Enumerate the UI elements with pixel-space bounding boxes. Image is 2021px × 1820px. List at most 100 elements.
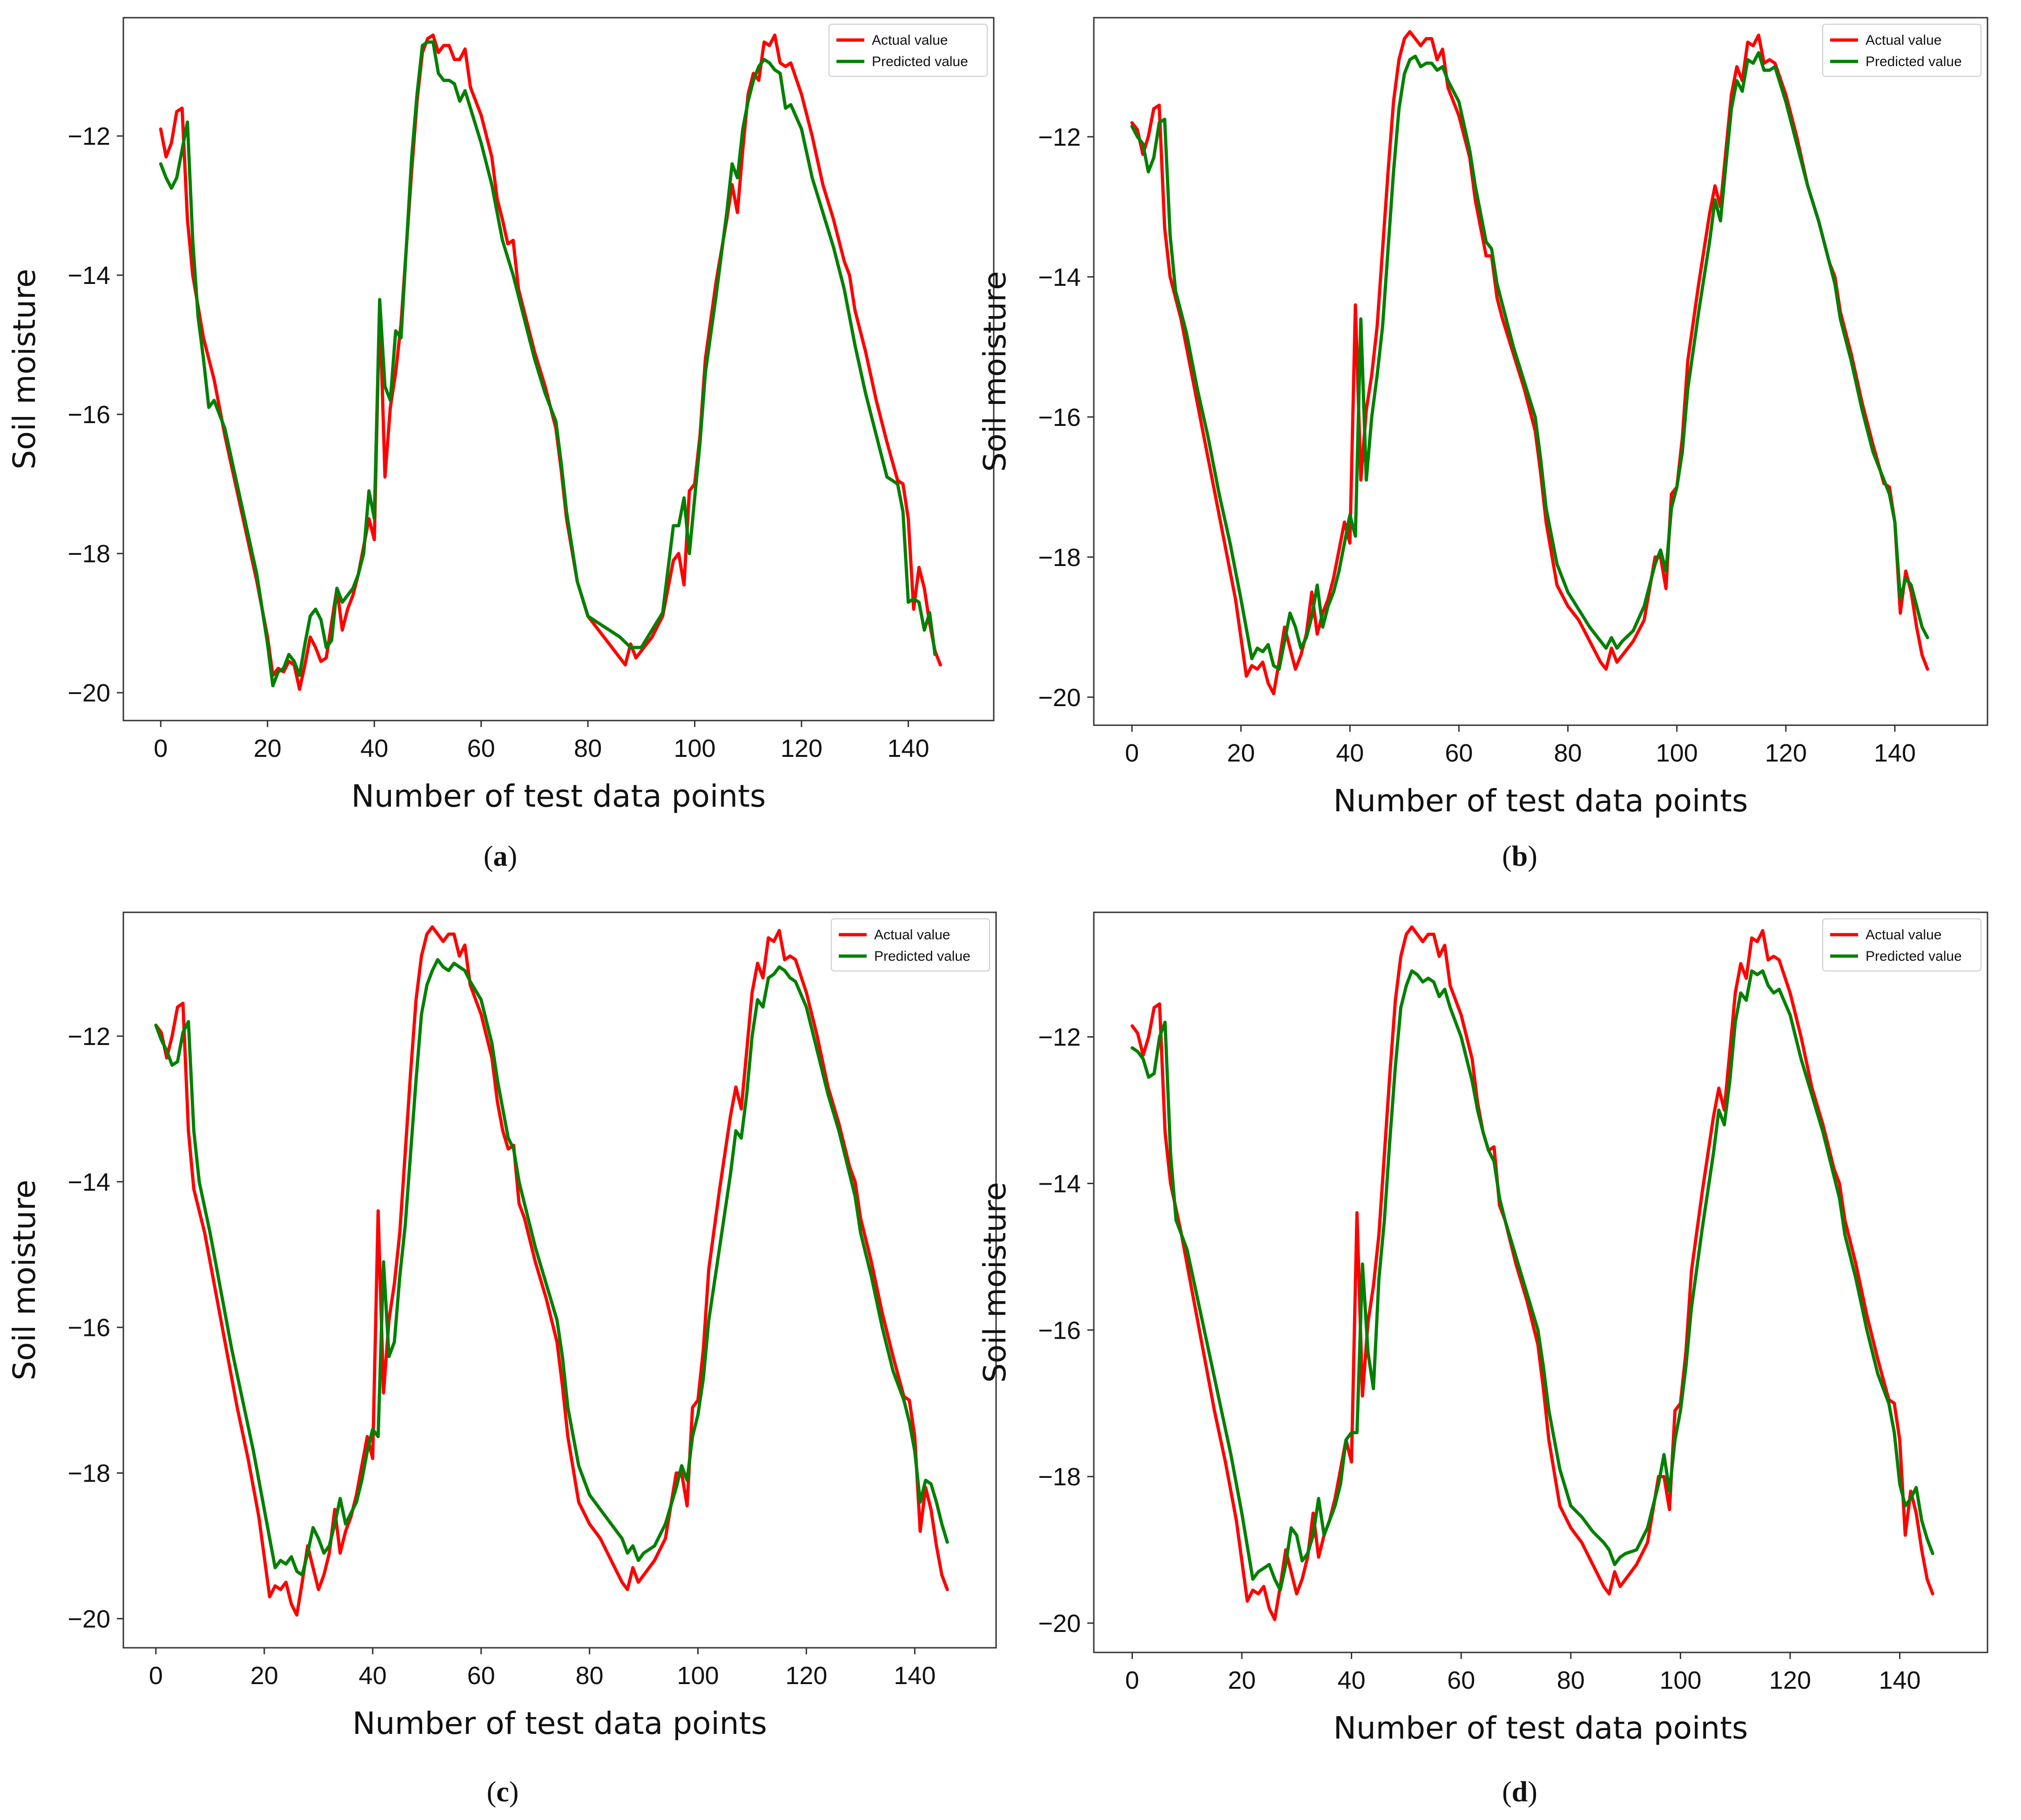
x-tick-label: 120 [1765, 739, 1807, 767]
x-tick-label: 20 [1228, 1666, 1256, 1694]
y-tick-label: −18 [67, 540, 110, 568]
panel-caption: (b) [1502, 841, 1537, 872]
caption-paren-close: ) [1528, 841, 1537, 872]
legend-box [831, 918, 990, 971]
x-tick-label: 60 [1447, 1666, 1475, 1694]
x-tick-label: 20 [254, 735, 282, 762]
y-tick-label: −12 [67, 122, 110, 150]
legend-box [1822, 918, 1981, 971]
x-tick-label: 40 [1338, 1666, 1366, 1694]
chart-panel-b: 0 20 40 60 80 100 120 140 −12 −14 −16 −18 −20 Number … [977, 17, 1988, 872]
x-tick-label: 100 [674, 735, 715, 762]
legend-label-actual: Actual value [874, 927, 950, 943]
legend-label-predicted: Predicted value [1866, 949, 1962, 964]
x-tick-label: 80 [576, 1662, 604, 1690]
y-tick-label: −18 [1038, 544, 1081, 572]
x-tick-label: 40 [359, 1662, 387, 1690]
y-tick-label: −20 [1038, 1610, 1081, 1638]
x-tick-label: 0 [1125, 1666, 1139, 1694]
x-tick-label: 0 [1125, 739, 1139, 767]
x-tick-label: 80 [1557, 1666, 1585, 1694]
y-tick-label: −16 [67, 1314, 110, 1342]
legend: Actual value Predicted value [831, 918, 990, 971]
x-tick-label: 60 [467, 735, 495, 762]
y-tick-label: −14 [1038, 1170, 1081, 1198]
chart-panel-c: 0 20 40 60 80 100 120 140 −12 −14 −16 −18 −20 Number … [7, 911, 997, 1808]
y-tick-label: −20 [1038, 684, 1081, 712]
x-tick-label: 120 [785, 1662, 827, 1690]
x-tick-label: 60 [1445, 739, 1473, 767]
caption-paren-close: ) [1528, 1776, 1537, 1808]
x-tick-label: 40 [1336, 739, 1364, 767]
plot-area [1093, 17, 1988, 726]
legend: Actual value Predicted value [1822, 24, 1981, 77]
x-tick-label: 140 [894, 1662, 936, 1690]
caption-paren-open: ( [484, 841, 493, 872]
legend-label-predicted: Predicted value [872, 54, 968, 69]
y-tick-label: −18 [1038, 1463, 1081, 1491]
caption-letter: a [493, 841, 508, 872]
y-tick-label: −16 [1038, 404, 1081, 431]
x-tick-label: 0 [154, 735, 168, 762]
legend-box [829, 24, 988, 77]
x-tick-label: 120 [1769, 1666, 1811, 1694]
series-line-predicted [154, 958, 949, 1577]
chart-panel-a: 0 20 40 60 80 100 120 140 −12 −14 −16 −18 −20 Number … [7, 17, 995, 872]
x-tick-label: 100 [1656, 739, 1698, 767]
legend: Actual value Predicted value [829, 24, 988, 77]
x-axis-label: Number of test data points [1334, 783, 1748, 819]
x-tick-label: 140 [1879, 1666, 1920, 1694]
x-axis-label: Number of test data points [1334, 1710, 1748, 1746]
x-axis-label: Number of test data points [351, 778, 766, 814]
caption-paren-open: ( [1502, 841, 1512, 872]
panel-caption: (d) [1502, 1776, 1537, 1808]
x-tick-label: 20 [250, 1662, 278, 1690]
x-tick-label: 40 [360, 735, 388, 762]
x-tick-label: 120 [781, 735, 822, 762]
legend-label-actual: Actual value [1866, 33, 1941, 48]
legend-label-actual: Actual value [1866, 927, 1941, 943]
y-tick-label: −20 [67, 1605, 110, 1633]
caption-paren-open: ( [487, 1776, 497, 1808]
legend-label-actual: Actual value [872, 33, 948, 48]
series-line-predicted [1131, 969, 1934, 1592]
y-tick-label: −12 [1038, 123, 1081, 151]
series-line-predicted [159, 40, 937, 688]
series-line-actual [159, 33, 942, 691]
y-tick-label: −14 [1038, 263, 1081, 291]
y-tick-label: −12 [1038, 1024, 1081, 1052]
caption-letter: c [496, 1776, 509, 1808]
plot-area [1093, 911, 1988, 1653]
caption-letter: d [1512, 1776, 1528, 1808]
x-axis-label: Number of test data points [352, 1705, 767, 1741]
panel-caption: (a) [484, 841, 517, 872]
caption-paren-open: ( [1502, 1776, 1512, 1808]
panel-caption: (c) [487, 1776, 519, 1808]
y-tick-label: −14 [67, 1168, 110, 1196]
y-axis-label: Soil moisture [977, 271, 1013, 472]
panels: 0 20 40 60 80 100 120 140 −12 −14 −16 −18 −20 Number … [7, 17, 1988, 1808]
y-tick-label: −20 [67, 679, 110, 707]
y-axis-label: Soil moisture [7, 1180, 42, 1380]
x-tick-label: 0 [149, 1662, 163, 1690]
x-tick-label: 140 [1874, 739, 1916, 767]
x-tick-label: 60 [467, 1662, 495, 1690]
plot-area [122, 17, 995, 721]
y-tick-label: −16 [1038, 1316, 1081, 1344]
x-tick-label: 20 [1227, 739, 1255, 767]
y-axis-label: Soil moisture [7, 269, 42, 469]
x-tick-label: 140 [887, 735, 929, 762]
x-tick-label: 100 [1659, 1666, 1701, 1694]
y-tick-label: −18 [67, 1460, 110, 1488]
y-tick-label: −16 [67, 401, 110, 429]
plot-area [122, 911, 997, 1649]
x-tick-label: 80 [1554, 739, 1582, 767]
caption-letter: b [1512, 841, 1528, 872]
legend-label-predicted: Predicted value [874, 949, 970, 964]
x-tick-label: 100 [677, 1662, 719, 1690]
series-line-predicted [1130, 51, 1929, 671]
caption-paren-close: ) [508, 841, 518, 872]
legend: Actual value Predicted value [1822, 918, 1981, 971]
legend-box [1822, 24, 1981, 77]
